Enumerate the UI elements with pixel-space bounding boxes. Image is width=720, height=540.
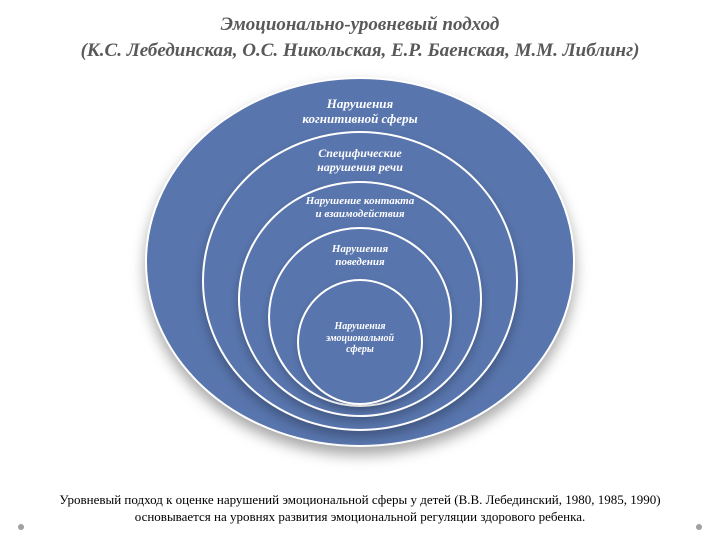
ring-4: Нарушения эмоциональной сферы	[297, 279, 423, 405]
ring-2-label: Нарушение контакта и взаимодействия	[270, 195, 450, 220]
page-title: Эмоционально-уровневый подход (К.С. Лебе…	[0, 0, 720, 69]
ring-4-label: Нарушения эмоциональной сферы	[270, 321, 450, 356]
ring-1-label: Специфические нарушения речи	[270, 147, 450, 175]
ring-3-label: Нарушения поведения	[270, 243, 450, 268]
corner-dot-bl	[18, 524, 24, 530]
footer-caption: Уровневый подход к оценке нарушений эмоц…	[0, 491, 720, 526]
ring-0-label: Нарушения когнитивной сферы	[270, 97, 450, 127]
nested-circle-diagram: Нарушения когнитивной сферы Специфически…	[0, 69, 720, 469]
corner-dot-br	[696, 524, 702, 530]
